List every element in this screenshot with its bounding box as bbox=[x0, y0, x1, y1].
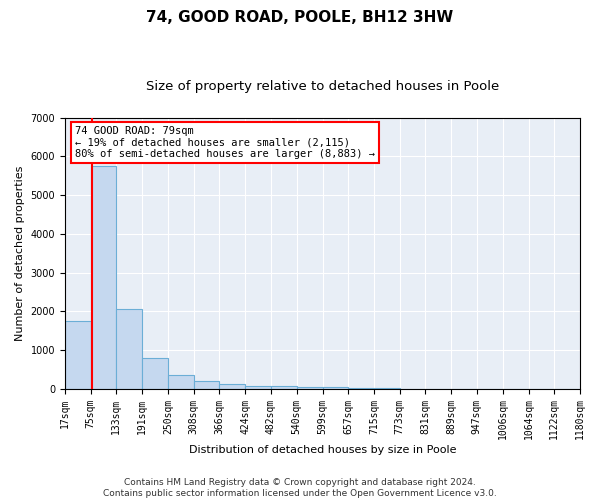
Bar bbox=[168, 375, 194, 388]
Bar bbox=[116, 310, 142, 388]
Bar bbox=[142, 358, 168, 388]
Title: Size of property relative to detached houses in Poole: Size of property relative to detached ho… bbox=[146, 80, 499, 93]
Y-axis label: Number of detached properties: Number of detached properties bbox=[15, 166, 25, 341]
Bar bbox=[65, 321, 91, 388]
Bar bbox=[220, 384, 245, 388]
Bar bbox=[271, 386, 296, 388]
X-axis label: Distribution of detached houses by size in Poole: Distribution of detached houses by size … bbox=[189, 445, 456, 455]
Text: 74 GOOD ROAD: 79sqm
← 19% of detached houses are smaller (2,115)
80% of semi-det: 74 GOOD ROAD: 79sqm ← 19% of detached ho… bbox=[75, 126, 375, 159]
Bar bbox=[296, 387, 323, 388]
Bar bbox=[245, 386, 271, 388]
Bar bbox=[323, 387, 349, 388]
Bar bbox=[91, 166, 116, 388]
Bar bbox=[194, 381, 220, 388]
Text: Contains HM Land Registry data © Crown copyright and database right 2024.
Contai: Contains HM Land Registry data © Crown c… bbox=[103, 478, 497, 498]
Text: 74, GOOD ROAD, POOLE, BH12 3HW: 74, GOOD ROAD, POOLE, BH12 3HW bbox=[146, 10, 454, 25]
